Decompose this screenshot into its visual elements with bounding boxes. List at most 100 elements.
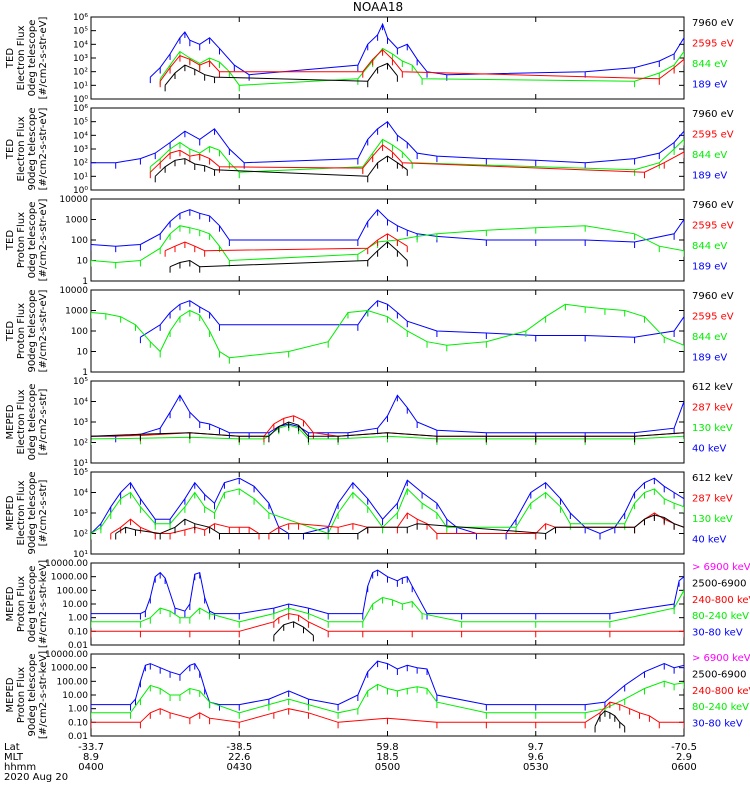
- legend-entry: 2595 eV: [692, 221, 734, 232]
- legend-entry: 30-80 keV: [692, 719, 743, 730]
- legend-entry: 40 keV: [692, 535, 726, 546]
- legend-entry: 2500-6900: [692, 669, 747, 680]
- panel-frame: [90, 289, 685, 373]
- y-axis-label-line: MEPED: [5, 495, 16, 530]
- y-tick-label: 10⁵: [73, 27, 88, 37]
- x-row-value: 18.5: [376, 752, 398, 763]
- legend-entry: 7960 eV: [692, 200, 734, 211]
- y-axis-label-line: Proton Flux: [16, 303, 27, 359]
- y-tick-label: 100: [71, 327, 88, 337]
- legend-entry: 130 keV: [692, 514, 733, 525]
- legend-entry: 287 keV: [692, 403, 733, 414]
- y-tick-label: 10.00: [62, 691, 88, 701]
- legend-entry: 189 eV: [692, 353, 727, 364]
- y-tick-label: 10¹: [73, 172, 88, 182]
- x-row-value: 2.9: [676, 752, 692, 763]
- y-tick-label: 100.00: [57, 586, 89, 596]
- x-axis-labels: Lat -33.7 -38.5 59.8 9.7 -70.5 MLT 8.9 22.6 18.5 9…: [4, 742, 697, 783]
- panel-ted-e-0: 10⁰ 10¹ 10² 10³ 10⁴ 10⁵ 10⁶ TED Electron Flux 0de…: [5, 13, 734, 105]
- legend-entry: > 6900 keV: [692, 562, 750, 573]
- y-axis-label-line: 90deg telescope: [27, 471, 38, 554]
- series-40-kev-line: [91, 394, 684, 437]
- series-844-ev-line: [149, 138, 684, 173]
- y-tick-label: 10²: [73, 530, 88, 540]
- y-axis-label-line: [#/cm2-s-str-eV]: [38, 290, 49, 373]
- y-tick-label: 10⁵: [73, 377, 88, 387]
- panel-meped-p-0: 0.01 0.10 1.00 10.00 100.00 1000.00 10000.00 ME…: [5, 559, 750, 651]
- series-7960-ev-line: [154, 155, 408, 177]
- series-189-ev-line: [140, 300, 684, 338]
- y-tick-label: 0.10: [68, 718, 88, 728]
- legend-entry: 7960 eV: [692, 109, 734, 120]
- legend-entry: 240-800 keV: [692, 686, 750, 697]
- y-tick-label: 10⁵: [73, 118, 88, 128]
- y-tick-label: 0.10: [68, 627, 88, 637]
- series-2595-ev-line: [149, 144, 684, 173]
- date-label: 2020 Aug 20: [4, 772, 68, 783]
- x-row-value: -70.5: [671, 742, 697, 753]
- series-7960-ev-line: [164, 62, 398, 86]
- y-tick-label: 10⁰: [73, 186, 88, 196]
- series-2595-ev-line: [164, 233, 408, 252]
- y-axis-label-line: Proton Flux: [16, 576, 27, 632]
- y-tick-label: 0.01: [68, 641, 88, 651]
- y-tick-label: 1000: [65, 216, 88, 226]
- y-axis-label-line: TED: [5, 48, 16, 69]
- y-tick-label: 10000.00: [45, 650, 88, 660]
- y-tick-label: 10¹: [73, 81, 88, 91]
- y-tick-label: 10⁰: [73, 95, 88, 105]
- y-tick-label: 10³: [73, 509, 88, 519]
- legend-entry: 240-800 keV: [692, 595, 750, 606]
- y-tick-label: 10¹: [73, 459, 88, 469]
- y-axis-label-line: TED: [5, 230, 16, 251]
- series-240-800-kev-line: [91, 701, 684, 723]
- y-tick-label: 10⁴: [73, 40, 88, 50]
- panel-frame: [90, 562, 685, 646]
- series-240-800-kev-line: [91, 613, 684, 632]
- y-axis-label-line: MEPED: [5, 586, 16, 621]
- legend-entry: 2595 eV: [692, 39, 734, 50]
- panel-meped-e-90: 10¹ 10² 10³ 10⁴ 10⁵ MEPED Electron Flux 90deg t…: [5, 468, 733, 560]
- x-row-value: 0430: [227, 762, 252, 773]
- y-tick-label: 10⁶: [73, 13, 88, 23]
- legend-entry: 2595 eV: [692, 130, 734, 141]
- y-axis-label-line: TED: [5, 321, 16, 342]
- legend-entry: 844 eV: [692, 332, 727, 343]
- legend-entry: 40 keV: [692, 444, 726, 455]
- y-tick-label: 0.01: [68, 732, 88, 742]
- y-tick-label: 100: [71, 236, 88, 246]
- y-axis-label-line: [#/cm2-s-str-keV]: [38, 651, 49, 739]
- y-tick-label: 1.00: [68, 614, 88, 624]
- y-axis-label-line: Proton Flux: [16, 667, 27, 723]
- y-tick-label: 10²: [73, 439, 88, 449]
- figure-title: NOAA18: [353, 0, 403, 14]
- y-axis-label-line: 0deg telescope: [27, 20, 38, 97]
- y-tick-label: 10000.00: [45, 559, 88, 569]
- x-row-value: 0400: [78, 762, 103, 773]
- legend-entry: 80-240 keV: [692, 611, 749, 622]
- y-tick-label: 10⁶: [73, 104, 88, 114]
- x-row-name: Lat: [4, 742, 20, 753]
- y-axis-label-line: Electron Flux: [16, 389, 27, 454]
- legend-entry: 130 keV: [692, 423, 733, 434]
- y-tick-label: 10⁴: [73, 489, 88, 499]
- series-40-kev-line: [91, 477, 684, 535]
- y-axis-label-line: 0deg telescope: [27, 202, 38, 279]
- legend-entry: 844 eV: [692, 241, 727, 252]
- panel-meped-e-0: 10¹ 10² 10³ 10⁴ 10⁵ MEPED Electron Flux 0deg te…: [5, 377, 733, 469]
- x-row-value: 0500: [375, 762, 400, 773]
- y-tick-label: 100.00: [57, 677, 89, 687]
- y-tick-label: 10²: [73, 159, 88, 169]
- y-tick-label: 10: [77, 257, 89, 267]
- panel-ted-e-90: 10⁰ 10¹ 10² 10³ 10⁴ 10⁵ 10⁶ TED Electron Flux 90d…: [5, 104, 734, 196]
- y-tick-label: 10³: [73, 54, 88, 64]
- legend-entry: 612 keV: [692, 382, 733, 393]
- x-row-value: 0600: [671, 762, 696, 773]
- y-tick-label: 1000.00: [51, 573, 88, 583]
- y-axis-label-line: [#/cm2-s-str]: [38, 479, 49, 546]
- legend-entry: 7960 eV: [692, 291, 734, 302]
- x-row-value: 0530: [523, 762, 548, 773]
- y-tick-label: 10²: [73, 68, 88, 78]
- y-axis-label-line: [#/cm2-s-str-eV]: [38, 17, 49, 100]
